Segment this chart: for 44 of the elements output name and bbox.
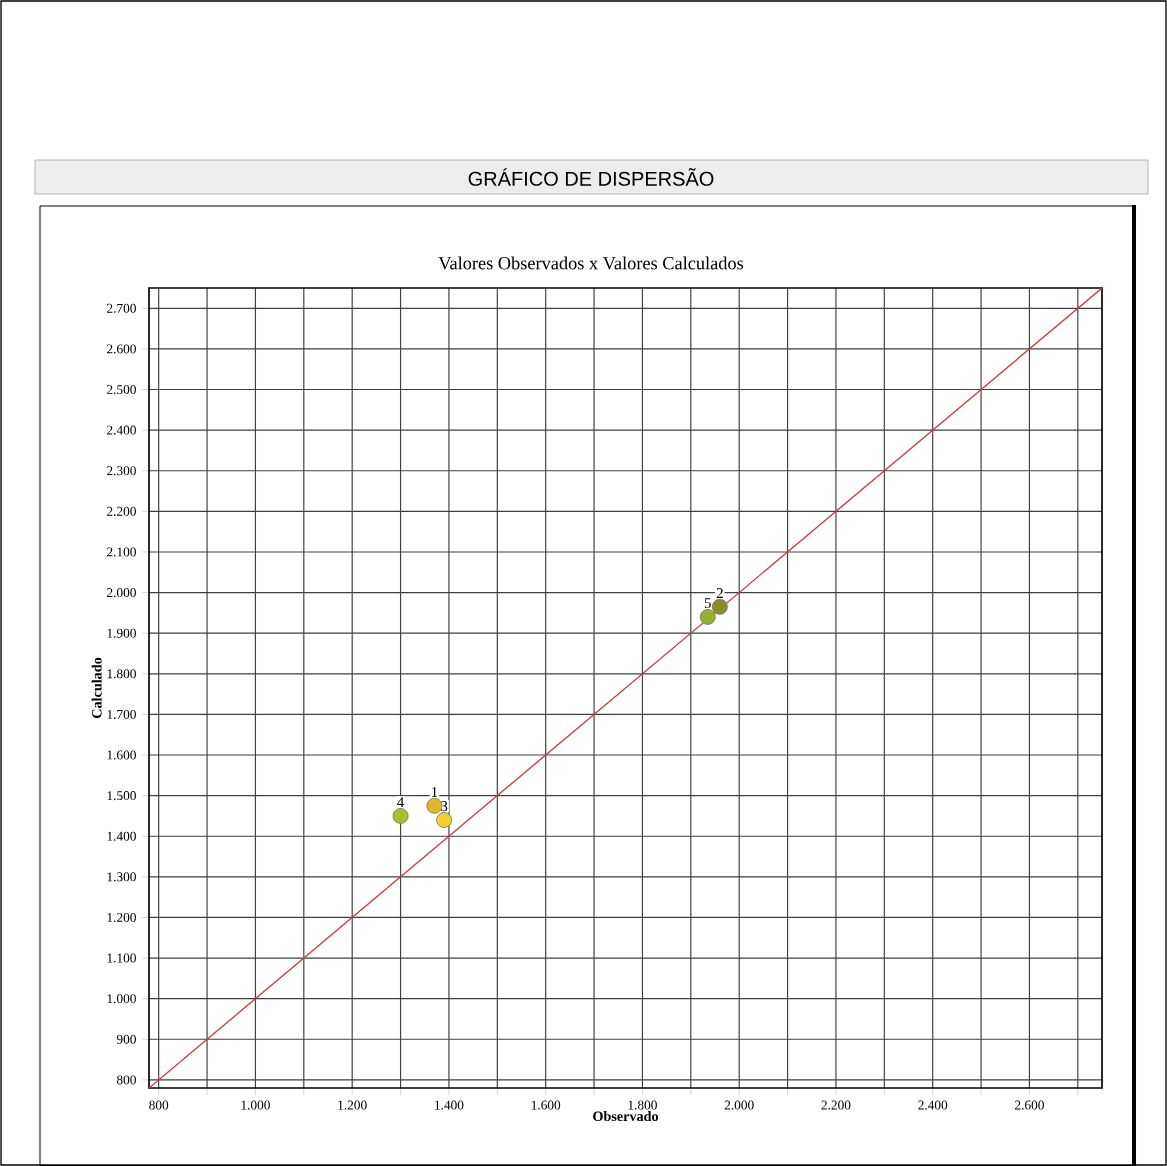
x-tick-label: 1.000	[241, 1100, 270, 1110]
y-tick-label: 2.400	[107, 425, 136, 435]
point	[699, 609, 716, 625]
annotation: 3	[441, 801, 448, 812]
annotation: 1	[431, 787, 438, 797]
x-tick-label: 2.600	[1015, 1100, 1044, 1110]
y-tick-label: 1.400	[107, 831, 136, 841]
y-tick-label: 2.500	[107, 385, 136, 395]
y-tick-label: 800	[116, 1075, 136, 1085]
annotation: 4	[397, 797, 405, 808]
y-tick-label: 900	[116, 1034, 136, 1044]
x-axis-title: Observado	[593, 1111, 659, 1122]
y-tick-label: 1.800	[107, 669, 136, 679]
y-axis-title: Calculado	[91, 657, 102, 719]
y-tick-label: 1.100	[107, 953, 136, 963]
point	[711, 598, 728, 615]
y-tick-label: 2.700	[107, 303, 136, 313]
x-tick-label: 2.400	[918, 1100, 948, 1110]
point	[436, 812, 453, 828]
y-tick-label: 1.200	[107, 912, 136, 922]
y-tick-label: 1.700	[107, 709, 136, 719]
x-tick-label: 1.800	[628, 1100, 657, 1110]
chart-title: GRÁFICO DE DISPERSÃO	[468, 168, 714, 186]
x-tick-label: 1.200	[338, 1100, 367, 1110]
x-tick-label: 2.000	[724, 1100, 754, 1110]
y-tick-label: 2.600	[107, 344, 136, 354]
annotation: 5	[704, 598, 711, 609]
x-tick-label: 1.400	[435, 1100, 464, 1110]
y-tick-label: 1.600	[107, 750, 136, 760]
annotation: 2	[716, 588, 723, 598]
x-tick-label: 1.600	[531, 1100, 561, 1110]
x-tick-label: 800	[149, 1100, 169, 1110]
y-tick-label: 2.000	[107, 588, 136, 598]
point	[392, 808, 409, 824]
chart-subtitle: Valores Observados x Valores Calculados	[438, 256, 744, 270]
y-tick-label: 2.200	[107, 506, 136, 516]
y-tick-label: 1.300	[107, 872, 136, 882]
x-tick-label: 2.200	[821, 1100, 851, 1110]
y-tick-label: 2.300	[107, 466, 136, 476]
y-tick-label: 1.500	[107, 791, 136, 801]
point	[426, 797, 443, 814]
y-tick-label: 1.900	[107, 628, 136, 638]
y-tick-label: 2.100	[107, 547, 136, 557]
y-tick-label: 1.000	[107, 994, 136, 1004]
